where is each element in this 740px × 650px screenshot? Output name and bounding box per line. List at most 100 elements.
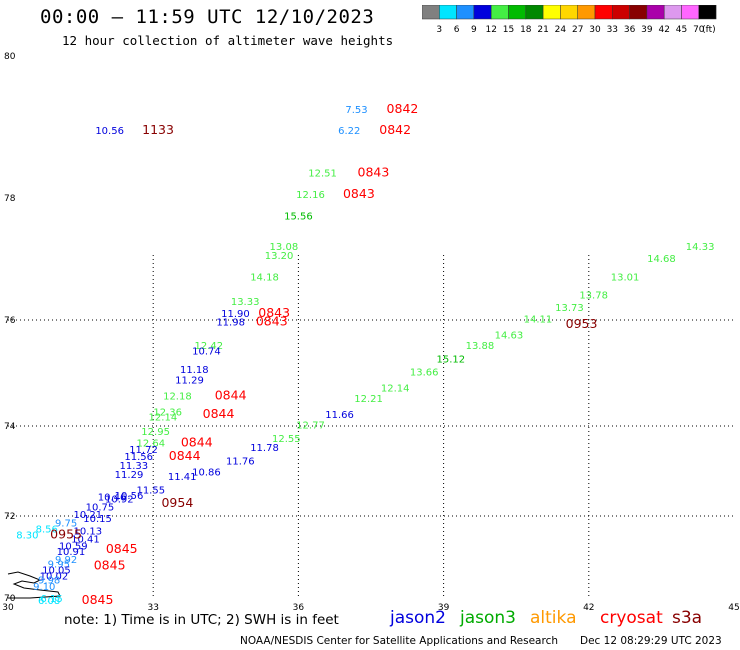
pass-time-label: 1133 [142, 122, 174, 137]
color-scale-bin [473, 5, 492, 20]
color-scale-label: 9 [471, 25, 477, 35]
legend-cryosat: cryosat [600, 608, 663, 628]
page-title: 00:00 – 11:59 UTC 12/10/2023 [40, 6, 375, 28]
wave-height-label: 12.36 [153, 407, 182, 418]
wave-height-label: 11.56 [124, 452, 153, 463]
legend-altika: altika [530, 608, 577, 628]
color-scale-bin [646, 5, 665, 20]
wave-height-label: 12.95 [141, 427, 170, 438]
pass-time-label: 0844 [215, 388, 247, 403]
wave-height-label: 6.22 [338, 126, 360, 137]
color-scale-bin [560, 5, 578, 20]
wave-height-label: 13.66 [410, 368, 439, 379]
color-scale-bin [577, 5, 596, 20]
pass-time-label: 0955 [50, 527, 82, 542]
wave-height-label: 11.29 [175, 376, 204, 387]
color-scale-bin [629, 5, 648, 20]
wave-height-label: 10.59 [59, 542, 88, 553]
wave-height-label: 8.30 [16, 531, 38, 542]
color-scale-bin [525, 5, 544, 20]
color-scale-label: 33 [607, 25, 618, 35]
wave-height-label: 10.02 [40, 572, 69, 583]
pass-time-label: 0844 [203, 406, 235, 421]
wave-height-label: 13.88 [466, 341, 495, 352]
color-scale-label: 3 [436, 25, 442, 35]
wave-height-color-scale: 3 6 9 12 15 18 21 24 27 30 33 36 39 42 45 70(ft) [422, 5, 717, 35]
wave-height-label: 7.53 [345, 105, 367, 116]
wave-height-label: 12.14 [149, 413, 178, 424]
wave-height-label: 10.46 [98, 492, 127, 503]
wave-height-label: 12.42 [195, 341, 224, 352]
wave-height-label: 13.01 [611, 272, 640, 283]
color-scale-label: 21 [537, 25, 548, 35]
wave-height-label: 10.15 [83, 514, 112, 525]
wave-height-label: 9.95 [48, 559, 70, 570]
wave-height-label: 13.73 [555, 303, 584, 314]
color-scale-bin [422, 5, 440, 20]
footnote: note: 1) Time is in UTC; 2) SWH is in fe… [64, 612, 339, 628]
wave-height-label: 13.08 [270, 242, 299, 253]
color-scale-bin [439, 5, 457, 20]
wave-height-label: 11.98 [216, 317, 245, 328]
wave-height-label: 10.56 [115, 491, 144, 502]
wave-height-label: 12.16 [296, 190, 325, 201]
color-scale-label: 30 [589, 25, 601, 35]
wave-height-label: 10.56 [95, 126, 124, 137]
color-scale-label: 27 [572, 25, 583, 35]
wave-height-label: 11.41 [168, 472, 197, 483]
wave-height-label: 11.76 [226, 456, 255, 467]
wave-height-label: 10.41 [71, 535, 100, 546]
color-scale-label: 70 [693, 25, 705, 35]
pass-time-label: 0845 [82, 592, 114, 607]
pass-time-label: 0845 [94, 557, 126, 572]
color-scale-label: 39 [641, 25, 653, 35]
wave-height-label: 14.18 [250, 272, 279, 283]
wave-height-label: 14.68 [647, 254, 676, 265]
wave-height-label: 15.56 [284, 211, 313, 222]
wave-height-label: 10.13 [74, 526, 103, 537]
color-scale-label: 24 [555, 25, 567, 35]
pass-time-label: 0844 [181, 434, 213, 449]
y-tick-label: 78 [4, 194, 16, 204]
wave-height-label: 12.51 [308, 169, 337, 180]
wave-height-label: 11.72 [129, 445, 158, 456]
legend-jason2: jason2 [390, 608, 446, 628]
wave-height-label: 11.29 [115, 470, 144, 481]
wave-height-label: 6.15 [40, 594, 62, 605]
color-scale-bin [508, 5, 527, 20]
wave-height-label: 8.56 [36, 524, 58, 535]
wave-height-label: 12.14 [381, 384, 410, 395]
legend-jason3: jason3 [460, 608, 516, 628]
footer-credit: NOAA/NESDIS Center for Satellite Applica… [240, 635, 558, 647]
color-scale-bin [542, 5, 561, 20]
wave-height-label: 11.18 [180, 365, 209, 376]
wave-height-label: 9.92 [55, 555, 77, 566]
pass-time-label: 0843 [256, 313, 288, 328]
wave-height-label: 13.78 [579, 291, 608, 302]
color-scale-bin [612, 5, 630, 20]
wave-height-label: 12.18 [163, 392, 192, 403]
wave-height-label: 6.08 [38, 596, 60, 607]
y-tick-label: 74 [4, 422, 16, 432]
legend-s3a: s3a [672, 608, 703, 628]
wave-height-label: 12.55 [272, 434, 301, 445]
color-scale-label: 15 [503, 25, 514, 35]
wave-height-label: 9.10 [33, 582, 55, 593]
pass-time-label: 0842 [387, 101, 419, 116]
color-scale-bin [594, 5, 613, 20]
color-scale-bin [456, 5, 475, 20]
x-tick-label: 45 [728, 603, 739, 613]
pass-time-label: 0844 [169, 448, 201, 463]
x-tick-label: 42 [583, 603, 594, 613]
wave-height-label: 9.75 [55, 518, 77, 529]
color-scale-label: 36 [624, 25, 636, 35]
wave-height-label: 14.11 [524, 315, 553, 326]
y-tick-label: 80 [4, 52, 16, 62]
color-scale-label: 12 [485, 25, 496, 35]
pass-time-label: 0842 [379, 122, 411, 137]
color-scale-label: 42 [658, 25, 669, 35]
y-tick-label: 76 [4, 316, 16, 326]
wave-height-label: 12.64 [136, 438, 165, 449]
wave-height-label: 14.33 [686, 242, 715, 253]
